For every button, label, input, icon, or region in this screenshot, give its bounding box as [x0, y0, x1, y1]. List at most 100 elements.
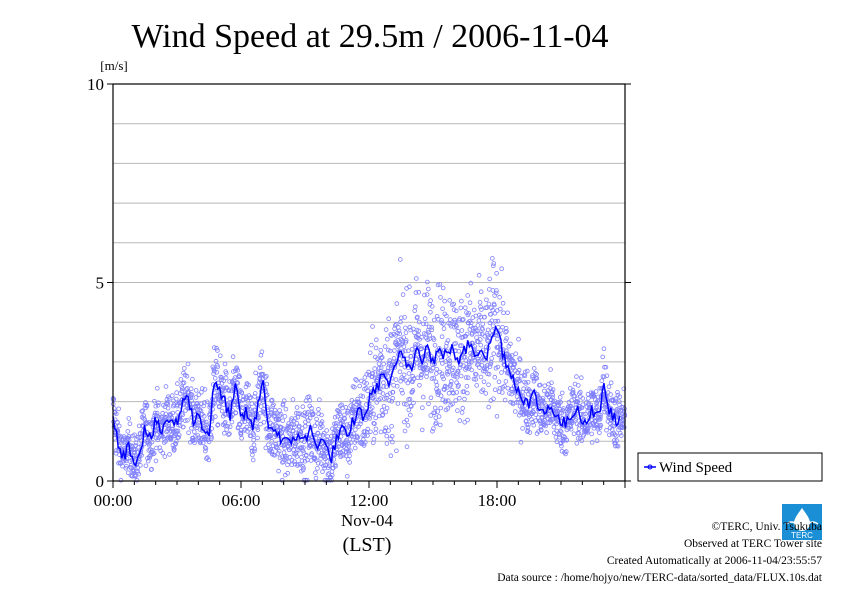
data-point [156, 400, 161, 406]
data-point [365, 433, 370, 438]
data-point [338, 449, 344, 455]
data-point [489, 356, 495, 361]
data-point [480, 327, 485, 332]
data-point [557, 395, 563, 400]
data-point [378, 347, 384, 353]
data-point [252, 448, 257, 454]
data-point [123, 465, 129, 471]
data-point [513, 351, 518, 357]
data-point [459, 298, 464, 304]
data-point [404, 417, 410, 423]
data-point [193, 395, 199, 400]
data-point [294, 454, 300, 459]
data-point [516, 367, 522, 373]
data-point [370, 370, 376, 376]
data-point [314, 421, 320, 426]
data-point [574, 374, 579, 379]
data-point [621, 386, 627, 392]
data-point [276, 448, 282, 454]
data-point [550, 395, 555, 400]
data-point [613, 433, 619, 439]
data-point [491, 351, 497, 357]
data-point [487, 276, 493, 282]
data-point [440, 285, 446, 291]
data-point [428, 413, 434, 418]
data-point [426, 324, 432, 330]
data-point [438, 295, 443, 300]
data-point [424, 370, 430, 376]
data-point [117, 423, 122, 429]
data-point [451, 301, 457, 307]
data-point [182, 366, 187, 371]
data-point [550, 392, 555, 398]
legend: Wind Speed [637, 452, 823, 482]
data-point [185, 361, 191, 367]
data-point [575, 383, 581, 388]
data-point [477, 331, 483, 337]
data-point [285, 470, 291, 476]
data-point [401, 344, 407, 349]
data-point [450, 365, 456, 371]
data-point [170, 410, 176, 416]
data-point [250, 457, 256, 463]
data-point [321, 430, 327, 436]
data-point [411, 400, 416, 406]
data-point [214, 369, 220, 375]
data-point [391, 382, 396, 388]
data-point [282, 414, 288, 419]
data-point [304, 477, 310, 483]
data-point [302, 458, 308, 464]
data-point [254, 425, 260, 430]
data-point [195, 433, 201, 438]
data-point [550, 387, 556, 392]
data-point [258, 371, 264, 377]
data-point [454, 324, 459, 329]
data-point [429, 304, 435, 309]
data-point [570, 405, 576, 411]
data-point [253, 370, 258, 376]
data-point [343, 404, 349, 410]
data-point [564, 437, 569, 443]
data-point [557, 410, 563, 416]
data-point [201, 413, 207, 419]
data-point [410, 388, 416, 393]
data-point [458, 305, 464, 311]
data-point [257, 375, 263, 381]
data-point [580, 396, 585, 401]
data-point [392, 323, 398, 328]
data-point [206, 457, 212, 463]
data-point [116, 406, 121, 412]
data-point [439, 361, 445, 366]
data-point [453, 398, 459, 403]
data-point [290, 397, 296, 402]
x-tick-label: 18:00 [478, 491, 517, 510]
y-axis-unit-label: [m/s] [100, 58, 127, 73]
data-point [460, 405, 466, 411]
data-point [279, 454, 285, 460]
data-point [455, 368, 460, 374]
data-point [502, 362, 508, 368]
data-point [140, 408, 146, 414]
data-point [154, 410, 160, 416]
data-point [456, 332, 461, 338]
data-point [465, 293, 471, 298]
data-point [263, 445, 269, 451]
data-point [549, 389, 555, 395]
data-point [401, 335, 407, 340]
data-point [149, 466, 154, 472]
data-point [378, 429, 384, 435]
data-point [271, 402, 276, 408]
data-point [416, 332, 421, 338]
data-point [251, 442, 257, 448]
data-point [594, 438, 600, 444]
data-point [525, 424, 531, 430]
data-point [437, 282, 443, 287]
data-point [509, 353, 515, 358]
data-point [351, 399, 357, 405]
data-point [151, 451, 157, 456]
data-point [416, 328, 421, 334]
data-point [577, 389, 583, 395]
data-point [598, 422, 604, 428]
data-point [382, 396, 387, 401]
data-point [136, 471, 142, 477]
